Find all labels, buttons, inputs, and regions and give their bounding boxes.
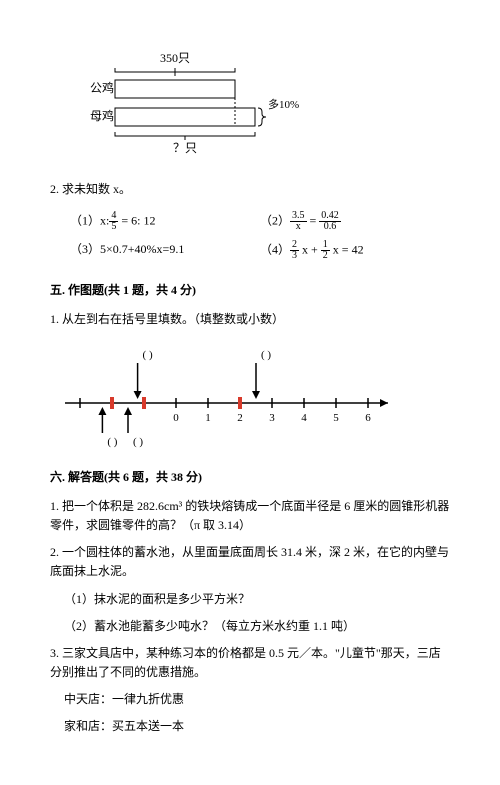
svg-text:( ): ( ) xyxy=(261,349,271,361)
section6-q2: 2. 一个圆柱体的蓄水池，从里面量底面周长 31.4 米，深 2 米，在它的内壁… xyxy=(50,543,450,581)
diagram-right-label: 多10% xyxy=(268,97,299,111)
section6-q2a: （1）抹水泥的面积是多少平方米？ xyxy=(64,590,450,609)
section6-head: 六. 解答题(共 6 题，共 38 分) xyxy=(50,468,450,487)
diagram-top-label: 350只 xyxy=(160,51,190,65)
diagram-rooster-label: 公鸡 xyxy=(90,80,114,95)
svg-text:5: 5 xyxy=(333,412,339,424)
svg-text:2: 2 xyxy=(237,412,243,424)
svg-text:( ): ( ) xyxy=(133,436,143,448)
svg-text:( ): ( ) xyxy=(143,349,153,361)
section6-q3a: 中天店：一律九折优惠 xyxy=(64,690,450,709)
equation-row-1: （1）x:45 = 6: 12 （2）3.5x = 0.420.6 xyxy=(70,211,450,232)
eq1: （1）x:45 = 6: 12 xyxy=(70,211,260,232)
svg-text:4: 4 xyxy=(301,412,307,424)
eq4: （4）23 x + 12 x = 42 xyxy=(260,240,450,261)
equation-row-2: （3）5×0.7+40%x=9.1 （4）23 x + 12 x = 42 xyxy=(70,240,450,261)
svg-text:1: 1 xyxy=(205,412,211,424)
diagram-bottom-label: ？只 xyxy=(173,141,197,155)
svg-text:3: 3 xyxy=(269,412,275,424)
section5-head: 五. 作图题(共 1 题，共 4 分) xyxy=(50,281,450,300)
eq3: （3）5×0.7+40%x=9.1 xyxy=(70,240,260,261)
section5-q1: 1. 从左到右在括号里填数。（填整数或小数） xyxy=(50,310,450,329)
chicken-diagram: 350只 公鸡 母鸡 多10% ？只 xyxy=(80,50,450,160)
eq2: （2）3.5x = 0.420.6 xyxy=(260,211,450,232)
numberline-svg: 0 1 2 3 4 5 6 ( ) ( ) ( ) ( ) xyxy=(50,338,430,448)
svg-text:( ): ( ) xyxy=(107,436,117,448)
section6-q1: 1. 把一个体积是 282.6cm³ 的铁块熔铸成一个底面半径是 6 厘米的圆锥… xyxy=(50,497,450,535)
diagram-hen-label: 母鸡 xyxy=(90,108,114,123)
section6-q3b: 家和店：买五本送一本 xyxy=(64,717,450,736)
section6-q2b: （2）蓄水池能蓄多少吨水？（每立方米水约重 1.1 吨） xyxy=(64,617,450,636)
q2-text: 2. 求未知数 x。 xyxy=(50,180,450,199)
svg-text:0: 0 xyxy=(173,412,179,424)
diagram-svg: 350只 公鸡 母鸡 多10% ？只 xyxy=(80,50,300,160)
svg-text:6: 6 xyxy=(365,412,371,424)
section6-q3: 3. 三家文具店中，某种练习本的价格都是 0.5 元／本。"儿童节"那天，三店分… xyxy=(50,644,450,682)
